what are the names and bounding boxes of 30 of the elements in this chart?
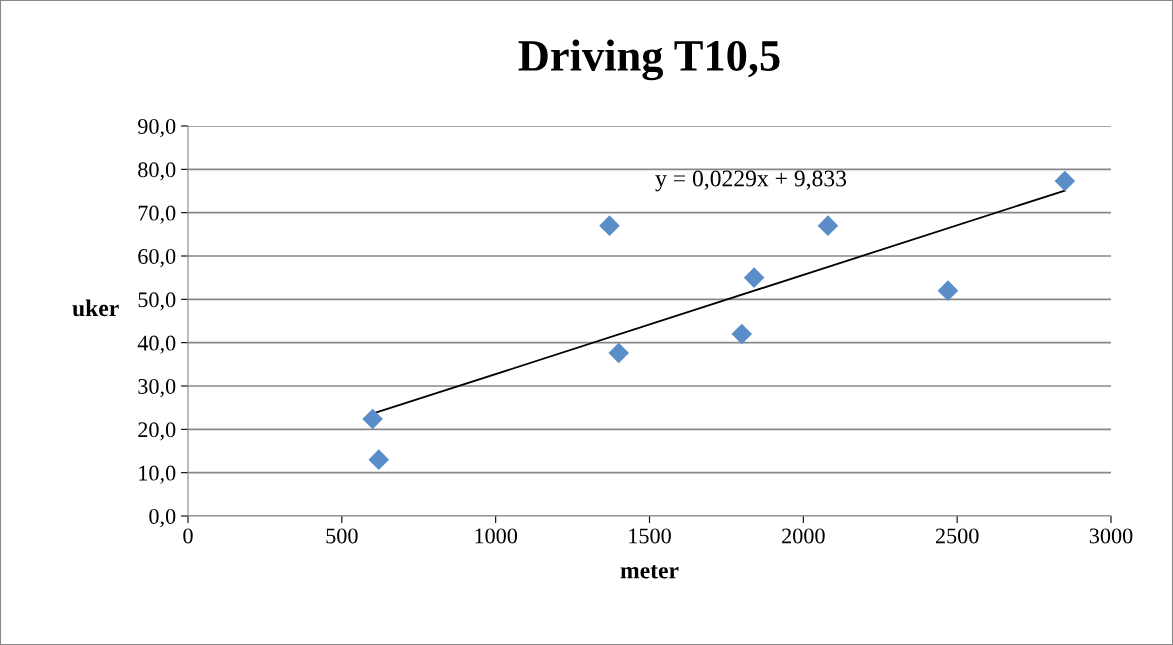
y-tick-label: 60,0 xyxy=(138,248,176,268)
point xyxy=(368,449,390,470)
x-axis-title: meter xyxy=(620,564,679,579)
point xyxy=(817,215,839,236)
annotation: y = 0,0229x + 9,833 xyxy=(655,170,847,192)
point xyxy=(1054,170,1076,192)
y-tick-label: 30,0 xyxy=(138,378,176,398)
point xyxy=(937,280,959,301)
y-tick-label: 50,0 xyxy=(138,292,176,311)
x-tick-label: 3000 xyxy=(1089,528,1133,544)
x-tick-label: 2500 xyxy=(935,528,979,544)
y-axis-title: uker xyxy=(72,299,119,317)
y-tick-label: 20,0 xyxy=(138,422,176,441)
chart-title: Driving T10,5 xyxy=(518,39,780,81)
point xyxy=(362,408,383,430)
point xyxy=(608,342,630,364)
y-tick-label: 40,0 xyxy=(137,335,176,354)
point xyxy=(731,323,753,345)
x-tick-label: 2000 xyxy=(782,528,825,544)
x-tick-label: 0 xyxy=(183,528,193,544)
y-tick-label: 80,0 xyxy=(138,162,176,181)
x-tick-label: 500 xyxy=(326,528,358,544)
point xyxy=(743,267,765,288)
y-tick-label: 70,0 xyxy=(138,205,176,224)
y-tick-label: 0,0 xyxy=(149,508,176,528)
y-tick-label: 90,0 xyxy=(138,118,176,138)
x-tick-label: 1000 xyxy=(475,528,518,544)
x-tick-label: 1500 xyxy=(629,528,671,544)
point xyxy=(599,215,620,236)
y-tick-label: 10,0 xyxy=(139,465,176,484)
